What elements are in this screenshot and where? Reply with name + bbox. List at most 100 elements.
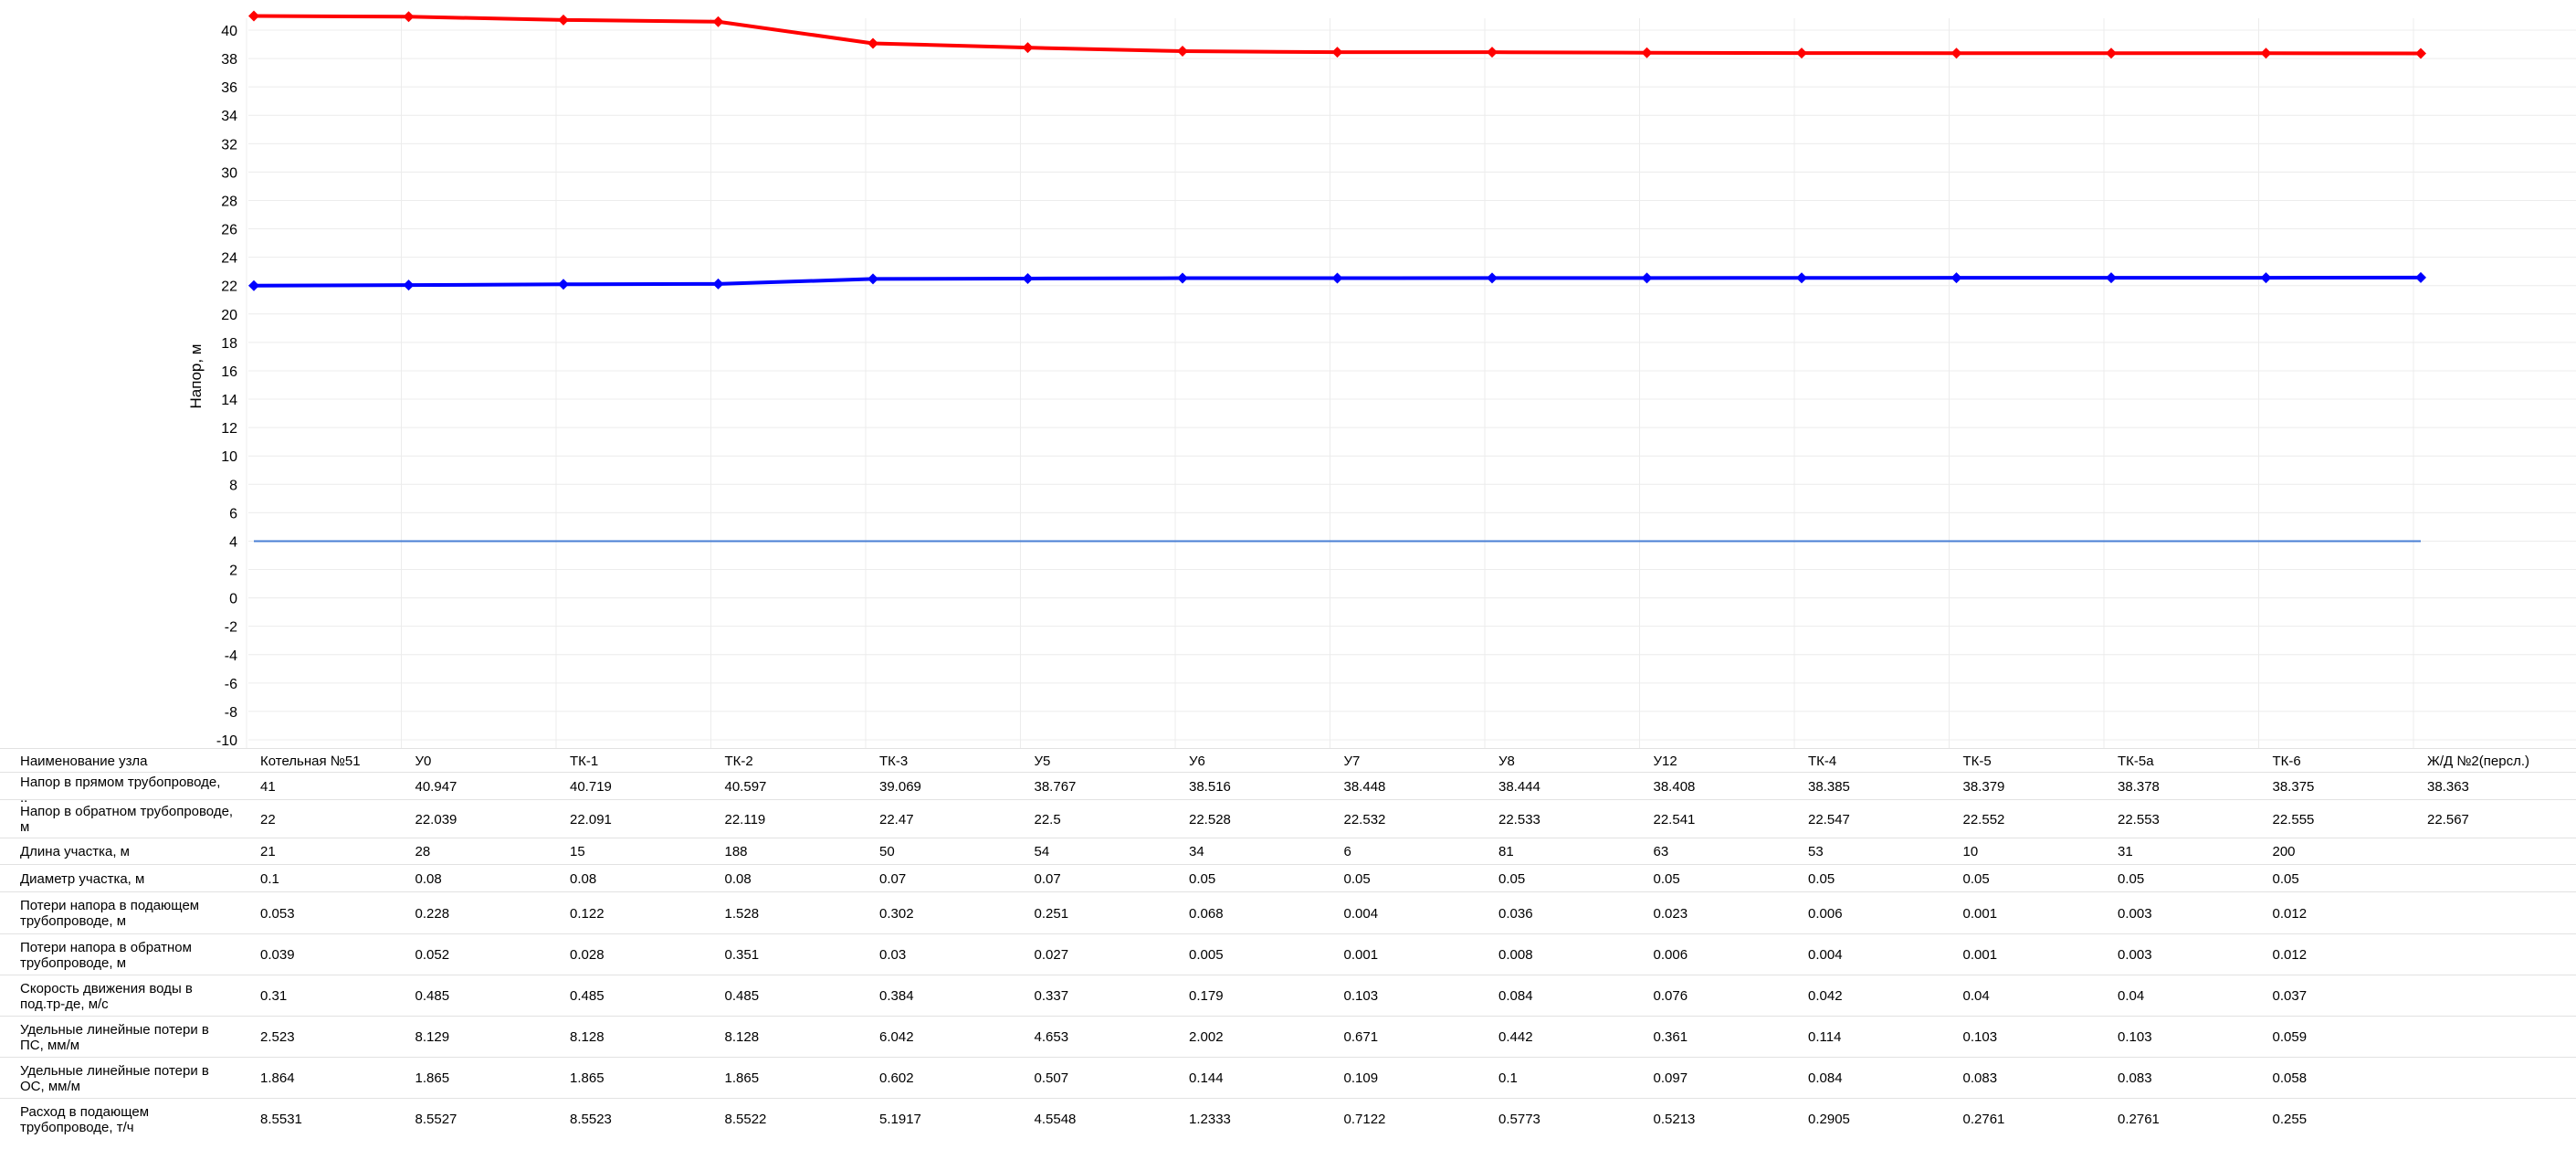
- y-tick-label: -8: [225, 705, 237, 721]
- table-cell: 0.04: [1962, 988, 1990, 1004]
- series-point-0: [2260, 47, 2272, 59]
- table-cell: 0.042: [1808, 988, 1843, 1004]
- table-cell: 4.653: [1034, 1029, 1069, 1045]
- table-cell: 0.003: [2118, 947, 2152, 963]
- table-cell: 1.864: [260, 1070, 295, 1086]
- table-cell: 38.448: [1343, 778, 1386, 795]
- series-point-0: [403, 11, 415, 23]
- table-cell: 0.027: [1034, 947, 1069, 963]
- table-cell: 0.036: [1498, 905, 1533, 922]
- row-label: Удельные линейные потери в ПС, мм/м: [20, 1021, 209, 1053]
- table-cell: У0: [415, 753, 432, 769]
- series-point-0: [1331, 47, 1343, 58]
- table-cell: 0.671: [1343, 1029, 1379, 1045]
- table-cell: 8.5523: [570, 1112, 612, 1127]
- table-cell: 54: [1034, 844, 1050, 859]
- table-row: Наименование узла Котельная №51 У0 ТК-1 ТК-2…: [0, 748, 2576, 773]
- table-cell: ТК-2: [724, 753, 753, 769]
- table-cell: 188: [724, 844, 748, 859]
- table-cell: 0.006: [1653, 947, 1688, 963]
- head-profile-chart: -10-8-6-4-202468101214161820222426283032…: [187, 10, 2576, 748]
- table-cell: 1.2333: [1189, 1112, 1231, 1127]
- table-cell: 0.001: [1962, 905, 1998, 922]
- y-tick-label: 12: [221, 421, 237, 437]
- table-cell: 28: [415, 844, 431, 859]
- series-point-1: [1022, 272, 1034, 284]
- y-tick-label: 24: [221, 251, 237, 267]
- table-cell: 0.053: [260, 905, 295, 922]
- table-cell: 22.553: [2118, 811, 2160, 827]
- table-cell: 0.012: [2272, 905, 2308, 922]
- row-label: Напор в прямом трубопроводе, ..: [20, 775, 221, 806]
- y-axis-ticks: -10-8-6-4-202468101214161820222426283032…: [216, 24, 237, 748]
- table-cell: 2.523: [260, 1029, 295, 1045]
- table-cell: 0.076: [1653, 988, 1688, 1004]
- series-point-1: [1950, 272, 1962, 284]
- table-cell: 0.03: [879, 947, 907, 963]
- table-cell: 4.5548: [1034, 1112, 1077, 1127]
- table-cell: ТК-3: [879, 753, 909, 769]
- table-cell: 1.865: [570, 1070, 605, 1086]
- table-cell: 1.865: [724, 1070, 760, 1086]
- table-cell: У5: [1034, 753, 1051, 769]
- table-row: Потери напора в обратном трубопроводе, м…: [0, 933, 2576, 975]
- table-cell: 8.5527: [415, 1112, 457, 1127]
- table-cell: 0.059: [2272, 1029, 2308, 1045]
- y-tick-label: 14: [221, 393, 237, 408]
- table-cell: 0.2905: [1808, 1112, 1850, 1127]
- table-cell: ТК-5: [1962, 753, 1992, 769]
- table-cell: 0.052: [415, 947, 450, 963]
- y-tick-label: 0: [229, 592, 237, 607]
- table-cell: 0.004: [1343, 905, 1379, 922]
- table-cell: 0.084: [1498, 988, 1533, 1004]
- table-cell: 38.408: [1653, 778, 1696, 795]
- table-cell: 1.528: [724, 905, 760, 922]
- table-cell: 0.08: [415, 870, 442, 887]
- table-cell: У12: [1653, 753, 1677, 769]
- series-point-1: [1177, 272, 1188, 284]
- table-cell: 0.2761: [1962, 1112, 2005, 1127]
- series-point-0: [1796, 47, 1807, 59]
- row-label: Потери напора в подающем трубопроводе, м: [20, 898, 200, 929]
- table-cell: 0.485: [415, 988, 450, 1004]
- table-cell: 10: [1962, 844, 1979, 859]
- table-cell: 53: [1808, 844, 1824, 859]
- table-cell: 22.091: [570, 811, 612, 827]
- table-cell: 22.47: [879, 811, 914, 827]
- y-tick-label: -2: [225, 620, 237, 636]
- series-point-1: [867, 273, 878, 285]
- table-cell: 22.5: [1034, 811, 1061, 827]
- table-cell: 0.5213: [1653, 1112, 1696, 1127]
- table-cell: 38.363: [2427, 778, 2469, 795]
- series-point-0: [1177, 46, 1188, 58]
- series-point-0: [248, 10, 259, 22]
- table-row: Скорость движения воды в под.тр-де, м/с 0…: [0, 975, 2576, 1017]
- table-cell: 40.719: [570, 778, 612, 795]
- table-cell: ТК-4: [1808, 753, 1837, 769]
- table-cell: 63: [1653, 844, 1669, 859]
- series-point-1: [558, 279, 569, 290]
- row-label: Длина участка, м: [20, 844, 130, 859]
- row-label: Напор в обратном трубопроводе, м: [20, 804, 234, 835]
- y-axis-label: Напор, м: [187, 344, 205, 409]
- table-cell: 0.05: [1343, 870, 1371, 887]
- table-cell: 0.08: [724, 870, 752, 887]
- table-cell: 0.028: [570, 947, 605, 963]
- table-cell: 0.1: [1498, 1070, 1518, 1086]
- row-label: Расход в подающем трубопроводе, т/ч: [20, 1103, 150, 1135]
- table-cell: 8.128: [570, 1029, 605, 1045]
- table-cell: 0.103: [2118, 1029, 2152, 1045]
- row-label: Потери напора в обратном трубопроводе, м: [20, 939, 192, 971]
- table-row: Напор в прямом трубопроводе, .. 41 40.947 4…: [0, 772, 2576, 806]
- table-cell: 0.083: [1962, 1070, 1998, 1086]
- table-cell: 41: [260, 778, 276, 795]
- table-row: Напор в обратном трубопроводе, м 22 22.039…: [0, 799, 2576, 838]
- table-row: Расход в подающем трубопроводе, т/ч 8.553…: [0, 1098, 2576, 1140]
- table-cell: 38.516: [1189, 778, 1231, 795]
- table-cell: 0.485: [724, 988, 760, 1004]
- table-cell: 38.444: [1498, 778, 1540, 795]
- table-cell: 38.379: [1962, 778, 2005, 795]
- table-cell: 21: [260, 844, 276, 859]
- y-tick-label: 34: [221, 109, 237, 124]
- table-row: Потери напора в подающем трубопроводе, м…: [0, 891, 2576, 934]
